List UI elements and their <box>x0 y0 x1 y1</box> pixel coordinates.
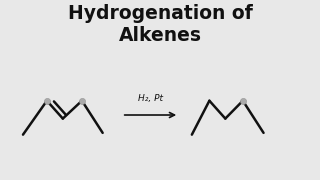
Text: Hydrogenation of
Alkenes: Hydrogenation of Alkenes <box>68 4 252 45</box>
Text: H₂, Pt: H₂, Pt <box>138 93 163 102</box>
